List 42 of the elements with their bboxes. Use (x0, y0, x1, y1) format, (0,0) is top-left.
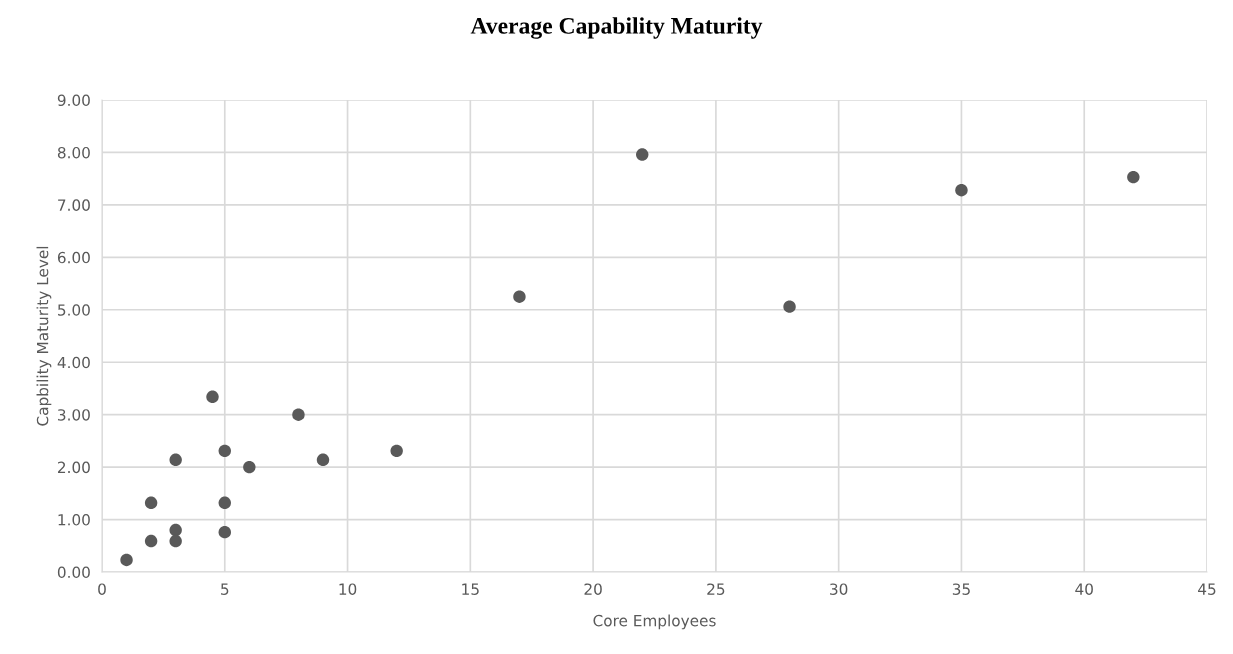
point (144, 534, 158, 548)
y-tick-label: 6.00 (57, 251, 90, 264)
x-tick-label: 40 (1075, 583, 1093, 595)
x-tick-label: 20 (584, 583, 602, 595)
point (169, 534, 182, 548)
point (390, 444, 403, 458)
point (169, 453, 182, 466)
point (218, 525, 231, 539)
point (144, 496, 158, 509)
point (218, 496, 231, 509)
x-tick-label: 15 (462, 583, 479, 595)
point (783, 300, 796, 313)
y-tick-label: 7.00 (58, 199, 90, 211)
point (513, 290, 526, 303)
y-tick-label: 2.00 (57, 461, 90, 474)
x-tick-label: 5 (221, 583, 229, 595)
x-tick-label: 0 (98, 583, 106, 595)
y-tick-label: 9.00 (57, 94, 90, 107)
y-axis-title: Capbility Maturity Level (36, 246, 52, 426)
y-tick-label: 3.00 (58, 409, 90, 421)
y-tick-label: 1.00 (58, 514, 90, 526)
point (169, 523, 182, 537)
point (316, 453, 330, 466)
y-tick-label: 0.00 (57, 566, 90, 579)
x-axis-title: Core Employees (593, 614, 716, 630)
y-tick-label: 4.00 (57, 356, 90, 369)
point (1127, 170, 1140, 184)
y-tick-label: 5.00 (58, 304, 90, 316)
x-tick-label: 45 (1198, 583, 1216, 595)
point (955, 183, 968, 197)
point (206, 390, 219, 404)
point (120, 553, 133, 567)
y-tick-label: 8.00 (57, 146, 90, 159)
point (636, 148, 649, 161)
point (292, 408, 305, 421)
point (218, 444, 231, 458)
x-tick-label: 30 (830, 583, 848, 595)
x-tick-label: 35 (952, 583, 970, 595)
chart-title: Average Capability Maturity (470, 17, 763, 39)
x-tick-label: 10 (339, 583, 357, 595)
point (243, 460, 256, 474)
x-tick-label: 25 (707, 583, 725, 595)
